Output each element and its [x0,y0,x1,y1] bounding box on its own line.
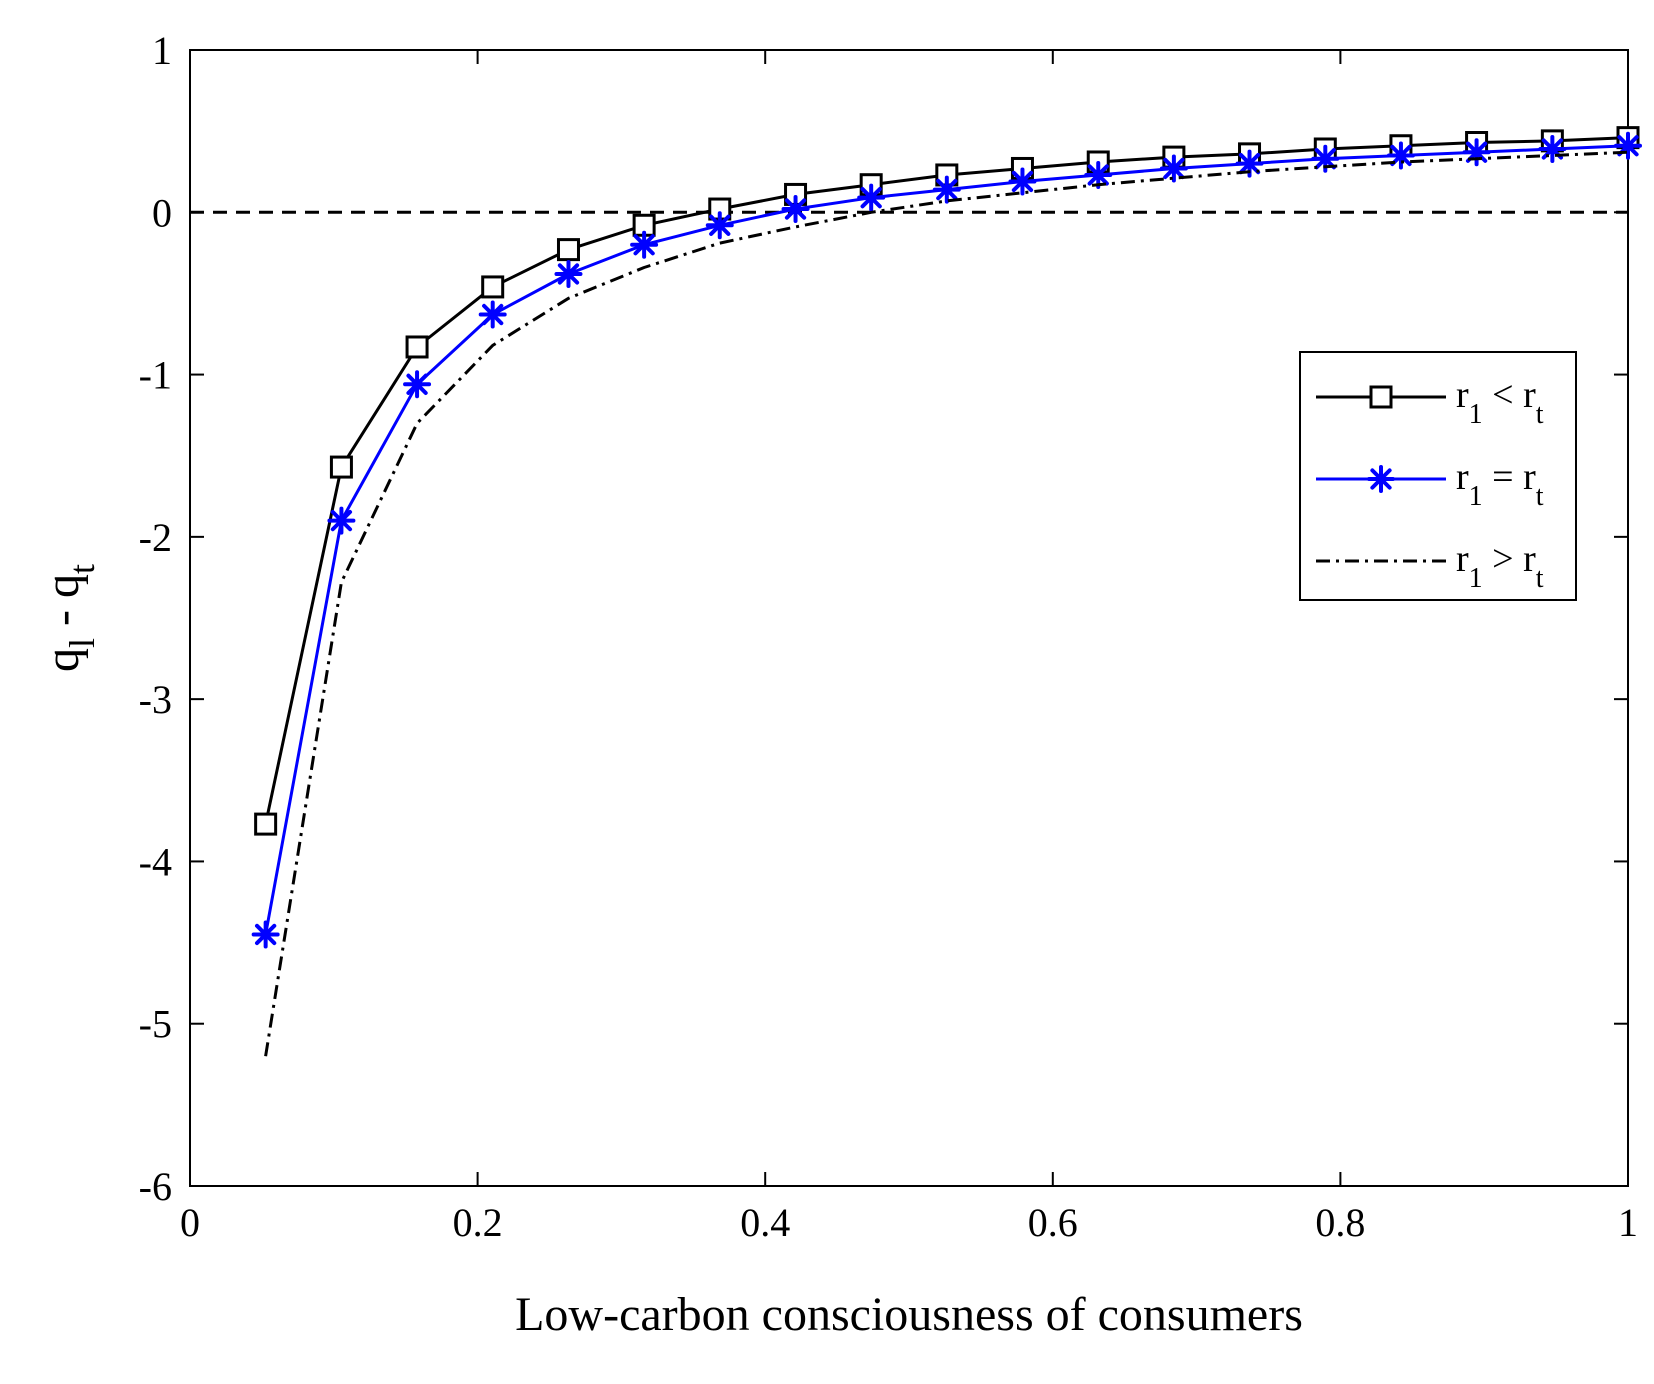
series-1-point-8 [857,183,886,212]
series-line-2 [264,150,1629,1057]
series-1-point-18 [1614,131,1642,160]
y-title-sub: t [62,564,102,574]
legend-label-var: r [1456,456,1469,498]
series-1-point-14 [1311,144,1340,173]
legend-marker-1 [1367,465,1395,493]
series-1-point-9-shape [932,175,961,204]
series-1-point-0-shape [251,920,280,949]
y-title-q: q [36,648,89,672]
series-0-point-2 [405,335,429,359]
series-1-point-10-shape [1008,167,1037,196]
legend-label-operator: > [1483,538,1523,580]
series-1 [251,131,1642,949]
legend-entry-1: r1 = rt [1316,456,1544,512]
series-1-point-8-shape [857,183,886,212]
legend-label-sub: 1 [1469,563,1483,594]
series-1-point-2 [403,370,432,399]
y-tick-label: -4 [139,839,172,884]
series-1-point-11-shape [1084,160,1113,189]
series-1-point-12 [1159,154,1188,183]
series-1-point-5-shape [630,230,659,259]
y-axis-title: ql - qt [36,564,102,672]
series-1-point-3 [478,300,507,329]
y-tick-label: 1 [152,28,172,73]
series-1-point-9 [932,175,961,204]
x-tick-label: 0 [180,1200,200,1245]
series-1-point-3-shape [478,300,507,329]
plot-frame [189,49,1629,1187]
series-0-point-4 [556,238,580,262]
series-1-point-0 [251,920,280,949]
legend-label-sub: 1 [1469,481,1483,512]
x-tick-label: 0.6 [1028,1200,1078,1245]
series-1-point-6 [705,211,734,240]
legend-label-2: r1 > rt [1456,538,1544,594]
series-1-point-11 [1084,160,1113,189]
legend-marker-1-shape [1367,465,1395,493]
legend-label-sub: 1 [1469,399,1483,430]
series-1-point-15 [1386,141,1415,170]
series-1-point-18-shape [1614,131,1642,160]
legend-label-var: r [1456,374,1469,416]
series-1-point-4-shape [554,259,583,288]
legend-label-sub: t [1536,399,1544,430]
y-tick-label: 0 [152,190,172,235]
series-1-point-15-shape [1386,141,1415,170]
series-1-point-17 [1538,134,1567,163]
series-1-point-7-shape [781,195,810,224]
series-1-point-14-shape [1311,144,1340,173]
legend-marker-0 [1369,385,1393,409]
y-tick-label: -3 [139,677,172,722]
series-1-point-7 [781,195,810,224]
y-title-sub: l [62,638,102,648]
y-tick-label: -5 [139,1002,172,1047]
legend-label-0: r1 < rt [1456,374,1544,430]
legend-label-var: r [1523,374,1536,416]
plot-area [189,49,1629,1187]
legend-label-var: r [1523,456,1536,498]
series-1-point-1 [327,506,356,535]
series-0-point-1 [329,455,353,479]
legend-label-1: r1 = rt [1456,456,1544,512]
legend-entry-2: r1 > rt [1316,538,1544,594]
series-1-point-5 [630,230,659,259]
series-1-point-13 [1235,149,1264,178]
series-0-point-3 [481,275,505,299]
axis-titles: Low-carbon consciousness of consumers ql … [36,564,1303,1341]
x-tick-label: 0.4 [740,1200,790,1245]
series-1-point-4 [554,259,583,288]
legend-label-operator: < [1483,374,1523,416]
legend-entry-0: r1 < rt [1316,374,1544,430]
y-tick-label: -1 [139,353,172,398]
axes-layer: 0 0.2 0.4 0.6 0.8 1 1 0 -1 -2 -3 -4 -5 -6 [139,28,1638,1245]
x-tick-label: 0.2 [453,1200,503,1245]
series-1-point-13-shape [1235,149,1264,178]
x-tick-label: 1 [1618,1200,1638,1245]
series-1-point-2-shape [403,370,432,399]
series-1-point-17-shape [1538,134,1567,163]
x-tick-label: 0.8 [1315,1200,1365,1245]
series-1-point-6-shape [705,211,734,240]
legend-label-var: r [1456,538,1469,580]
series-2 [264,150,1629,1057]
y-title-minus: - [36,598,89,638]
legend-label-var: r [1523,538,1536,580]
series-1-point-10 [1008,167,1037,196]
legend-label-operator: = [1483,456,1523,498]
series-1-point-12-shape [1159,154,1188,183]
y-tick-label: -2 [139,515,172,560]
y-title-q: q [36,574,89,598]
legend-label-sub: t [1536,481,1544,512]
legend-box [1299,351,1577,601]
series-1-point-1-shape [327,506,356,535]
series-layer [251,126,1642,1057]
series-1-point-16-shape [1462,138,1491,167]
series-1-point-16 [1462,138,1491,167]
legend-label-sub: t [1536,563,1544,594]
y-tick-label: -6 [139,1164,172,1209]
x-axis-title: Low-carbon consciousness of consumers [515,1288,1303,1341]
series-0-point-0 [254,812,278,836]
